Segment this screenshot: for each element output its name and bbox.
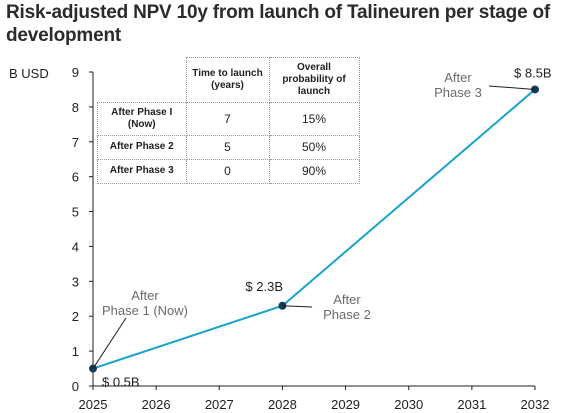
stage-table-row: After Phase I (Now) 7 15%: [97, 101, 360, 136]
stage-table: Time to launch (years) Overall probabili…: [97, 57, 360, 184]
x-tick-label: 2030: [394, 397, 423, 412]
y-tick-label: 5: [72, 205, 79, 220]
stage-table-row: After Phase 3 0 90%: [97, 158, 360, 184]
y-tick-label: 1: [72, 344, 79, 359]
data-label: $ 8.5B: [514, 65, 552, 80]
y-tick-label: 6: [72, 170, 79, 185]
x-tick-label: 2029: [331, 397, 360, 412]
stage-annotation-line: After: [131, 288, 159, 303]
stage-annotation-line: Phase 1 (Now): [102, 303, 188, 318]
x-tick-label: 2028: [268, 397, 297, 412]
x-tick-label: 2025: [79, 397, 108, 412]
data-label: $ 2.3B: [245, 279, 283, 294]
x-tick-label: 2032: [521, 397, 550, 412]
stage-table-probability-cell: 15%: [268, 101, 360, 136]
stage-annotation-line: After: [444, 70, 472, 85]
callout-line: [282, 305, 313, 308]
y-tick-label: 3: [72, 274, 79, 289]
stage-table-stage-cell: After Phase I (Now): [97, 101, 187, 136]
chart-axes: [89, 71, 536, 390]
y-tick-label: 9: [72, 65, 79, 80]
stage-table-corner: [98, 58, 187, 103]
chart-title: Risk-adjusted NPV 10y from launch of Tal…: [6, 2, 551, 46]
callout-line: [92, 317, 127, 369]
callout-line: [488, 85, 536, 90]
stage-annotation-line: After: [333, 292, 361, 307]
x-tick-label: 2026: [142, 397, 171, 412]
stage-table-row: After Phase 2 5 50%: [97, 134, 360, 160]
stage-table-stage-cell: After Phase 2: [97, 134, 187, 160]
x-tick-label: 2031: [457, 397, 486, 412]
stage-annotation: After Phase 1 (Now): [102, 288, 188, 318]
stage-annotation: After Phase 3: [434, 70, 482, 100]
stage-table-stage-cell: After Phase 3: [97, 158, 187, 184]
stage-annotation: After Phase 2: [323, 292, 371, 322]
y-tick-label: 2: [72, 309, 79, 324]
stage-annotation-line: Phase 2: [323, 307, 371, 322]
y-axis-unit-label: B USD: [9, 66, 49, 81]
stage-table-probability-cell: 50%: [268, 134, 360, 160]
stage-table-header-row: Time to launch (years) Overall probabili…: [98, 57, 360, 103]
tick-labels: 0 1 2 3 4 5 6 7 8 9 2025 2026 2027 2028 2029 2030 2031 20…: [72, 65, 550, 412]
stage-table-header-time: Time to launch (years): [185, 57, 270, 103]
y-tick-label: 8: [72, 100, 79, 115]
stage-table-probability-cell: 90%: [268, 158, 360, 184]
stage-table-time-cell: 7: [185, 101, 270, 136]
y-tick-label: 4: [72, 239, 79, 254]
data-label: $ 0.5B: [102, 375, 140, 390]
stage-annotation-line: Phase 3: [434, 85, 482, 100]
y-tick-label: 0: [72, 379, 79, 394]
stage-table-header-probability: Overall probability of launch: [268, 57, 360, 103]
y-tick-label: 7: [72, 135, 79, 150]
x-tick-label: 2027: [205, 397, 234, 412]
stage-table-time-cell: 0: [185, 158, 270, 184]
stage-table-time-cell: 5: [185, 134, 270, 160]
